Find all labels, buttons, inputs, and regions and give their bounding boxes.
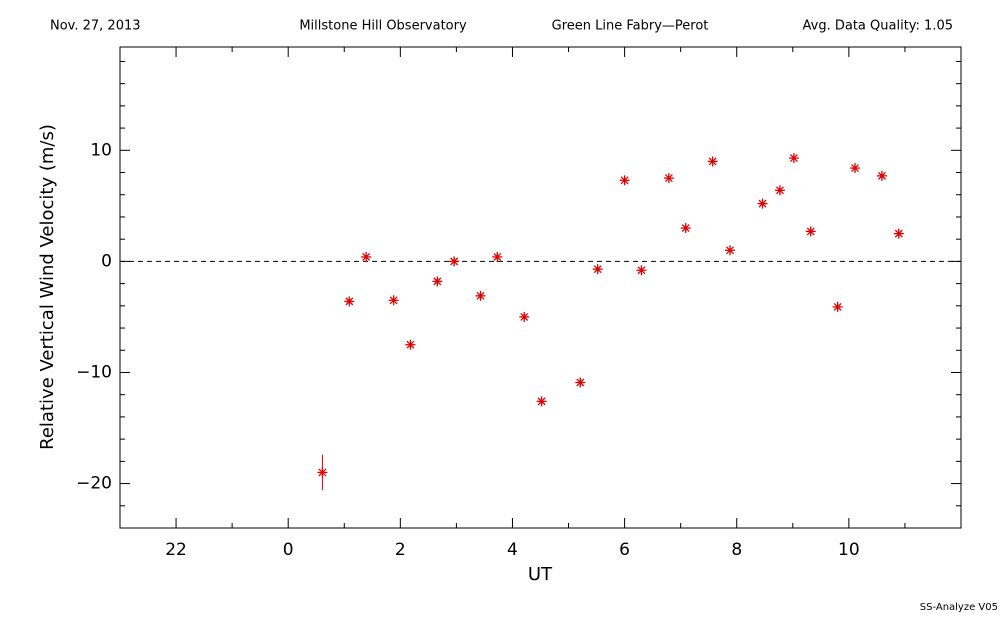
y-tick-label: −20 (76, 474, 112, 494)
y-axis-label: Relative Vertical Wind Velocity (m/s) (37, 124, 58, 450)
data-point (774, 185, 785, 196)
x-tick-label: 4 (507, 540, 518, 560)
observatory: Millstone Hill Observatory (299, 19, 467, 34)
x-tick-label: 6 (619, 540, 630, 560)
data-point (876, 170, 887, 181)
y-tick-label: 0 (101, 251, 112, 271)
data-point (492, 251, 503, 262)
data-point (619, 175, 630, 186)
y-tick-label: −10 (76, 362, 112, 382)
data-point (344, 296, 355, 307)
data-quality: Avg. Data Quality: 1.05 (803, 19, 953, 34)
data-point (788, 153, 799, 164)
x-tick-label: 8 (731, 540, 742, 560)
data-point (805, 226, 816, 237)
data-point (575, 377, 586, 388)
data-point (850, 163, 861, 174)
y-tick-label: 10 (90, 140, 112, 160)
data-point (388, 295, 399, 306)
data-point (475, 290, 486, 301)
data-point (680, 223, 691, 234)
data-point (707, 156, 718, 167)
data-point (405, 339, 416, 350)
x-tick-label: 22 (165, 540, 187, 560)
plot-frame (119, 46, 962, 529)
date: Nov. 27, 2013 (50, 19, 141, 34)
data-point (519, 311, 530, 322)
data-point (536, 396, 547, 407)
data-point (317, 467, 328, 478)
x-tick-label: 0 (283, 540, 294, 560)
data-point (636, 265, 647, 276)
data-point (432, 276, 443, 287)
footer: SS-Analyze V05 (920, 602, 998, 613)
x-tick-label: 2 (395, 540, 406, 560)
data-point (893, 228, 904, 239)
data-point (832, 301, 843, 312)
x-axis-label: UT (528, 564, 553, 585)
x-tick-label: 10 (838, 540, 860, 560)
data-point (725, 245, 736, 256)
instrument: Green Line Fabry—Perot (552, 19, 709, 34)
data-point (663, 173, 674, 184)
data-point (592, 264, 603, 275)
data-point (449, 256, 460, 267)
data-point (757, 198, 768, 209)
data-point (361, 251, 372, 262)
